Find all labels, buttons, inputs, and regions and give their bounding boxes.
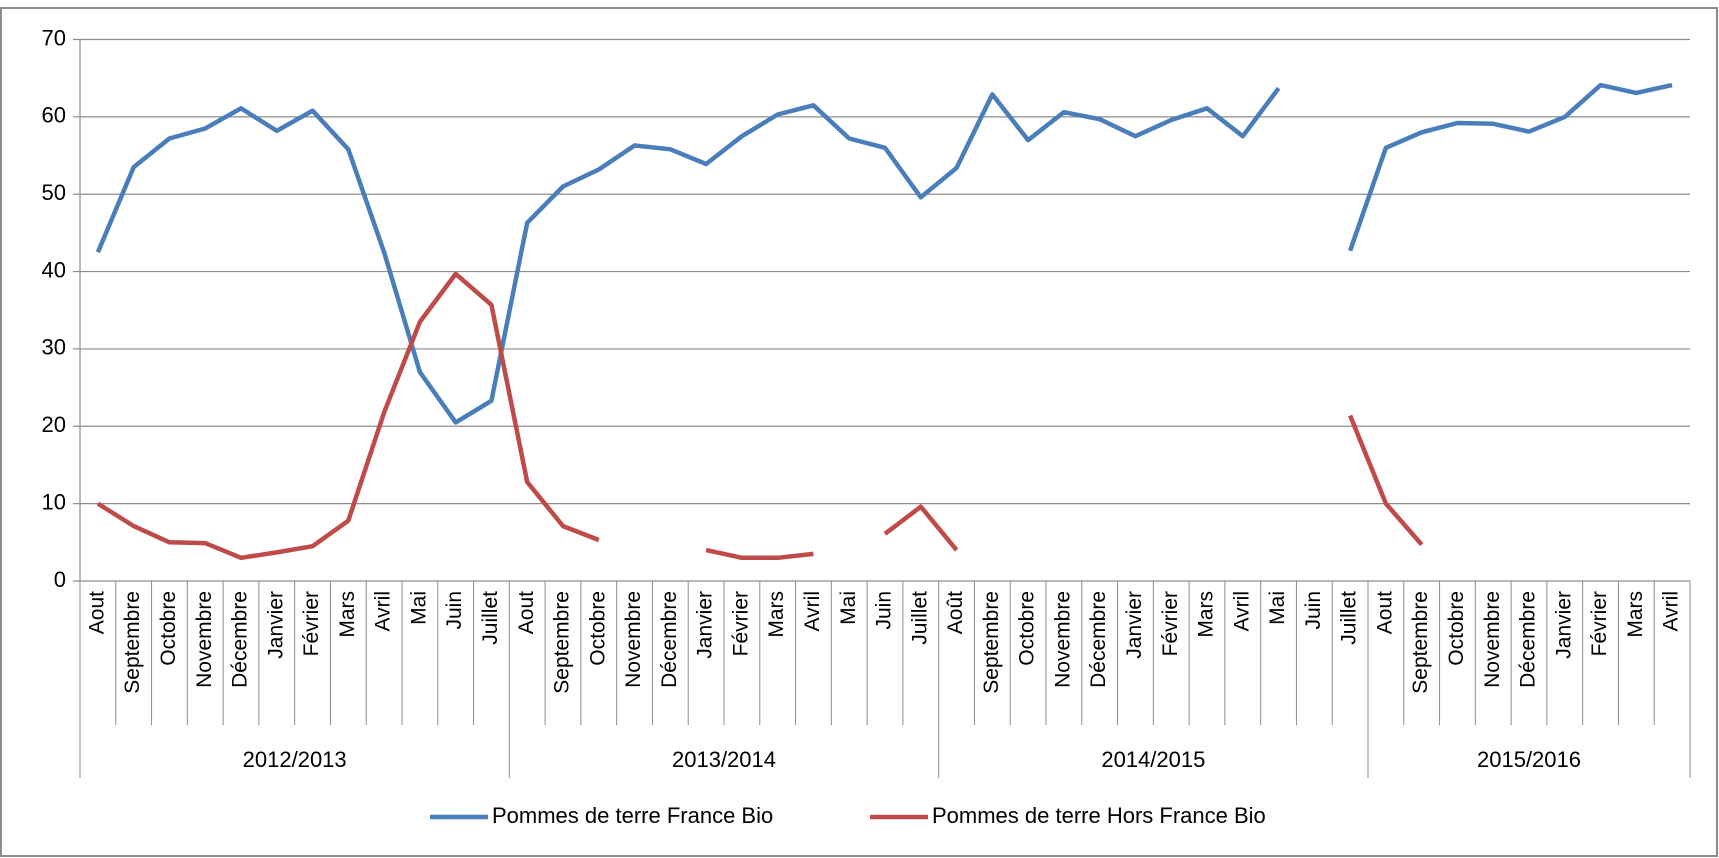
series-line <box>96 271 1424 561</box>
y-tick-label: 50 <box>42 180 66 205</box>
x-tick-label: Novembre <box>1051 591 1074 688</box>
x-tick-label: Décembre <box>1087 591 1110 688</box>
x-tick-label: Janvier <box>1552 591 1575 659</box>
x-tick-label: Octobre <box>157 591 180 666</box>
x-tick-label: Octobre <box>586 591 609 666</box>
x-tick-label: Avril <box>1660 591 1683 631</box>
x-tick-label: Aout <box>515 591 538 634</box>
x-tick-label: Mars <box>1195 591 1218 638</box>
x-tick-label: Février <box>300 591 323 656</box>
x-tick-label: Septembre <box>1409 591 1432 694</box>
x-tick-label: Avril <box>1230 591 1253 631</box>
x-tick-label: Juillet <box>479 591 502 645</box>
x-tick-label: Janvier <box>264 591 287 659</box>
x-tick-label: Août <box>944 591 967 634</box>
x-tick-label: Avril <box>801 591 824 631</box>
legend-label: Pommes de terre Hors France Bio <box>932 803 1266 828</box>
x-tick-label: Juin <box>873 591 896 630</box>
x-tick-label: Mai <box>1266 591 1289 625</box>
x-tick-label: Octobre <box>1445 591 1468 666</box>
y-tick-label: 60 <box>42 103 66 128</box>
y-tick-label: 10 <box>42 489 66 514</box>
x-tick-label: Mai <box>837 591 860 625</box>
x-tick-label: Novembre <box>1481 591 1504 688</box>
x-tick-label: Février <box>1159 591 1182 656</box>
x-tick-label: Mars <box>765 591 788 638</box>
x-tick-label: Mars <box>1624 591 1647 638</box>
chart-frame <box>0 7 1718 857</box>
x-tick-label: Février <box>1588 591 1611 656</box>
x-tick-label: Avril <box>372 591 395 631</box>
x-tick-label: Février <box>729 591 752 656</box>
y-tick-label: 20 <box>42 412 66 437</box>
x-tick-label: Aout <box>85 591 108 634</box>
x-tick-label: Aout <box>1373 591 1396 634</box>
group-label: 2015/2016 <box>1477 747 1581 772</box>
y-tick-label: 40 <box>42 257 66 282</box>
x-tick-label: Juin <box>1302 591 1325 630</box>
x-tick-label: Juillet <box>1338 591 1361 645</box>
y-tick-label: 30 <box>42 335 66 360</box>
group-label: 2013/2014 <box>672 747 776 772</box>
y-tick-label: 70 <box>42 25 66 50</box>
x-tick-label: Septembre <box>980 591 1003 694</box>
x-tick-label: Décembre <box>1517 591 1540 688</box>
x-tick-label: Septembre <box>121 591 144 694</box>
x-tick-label: Mars <box>336 591 359 638</box>
x-tick-label: Mai <box>407 591 430 625</box>
legend-label: Pommes de terre France Bio <box>492 803 773 828</box>
group-label: 2012/2013 <box>243 747 347 772</box>
x-tick-label: Juin <box>443 591 466 630</box>
x-tick-label: Juillet <box>908 591 931 645</box>
x-tick-label: Janvier <box>694 591 717 659</box>
x-tick-label: Décembre <box>658 591 681 688</box>
x-tick-label: Septembre <box>551 591 574 694</box>
y-tick-label: 0 <box>54 567 66 592</box>
x-tick-label: Novembre <box>622 591 645 688</box>
x-tick-label: Octobre <box>1016 591 1039 666</box>
series-line <box>95 82 1673 425</box>
x-tick-label: Janvier <box>1123 591 1146 659</box>
x-tick-label: Novembre <box>193 591 216 688</box>
group-label: 2014/2015 <box>1101 747 1205 772</box>
x-tick-label: Décembre <box>229 591 252 688</box>
